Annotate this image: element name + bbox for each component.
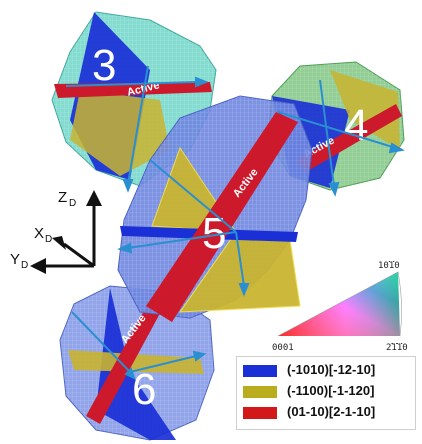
grain-6-blue-plane bbox=[96, 288, 176, 440]
legend-item: (01-10)[2-1-10] bbox=[243, 403, 413, 423]
ipf-label-1010: 1010 bbox=[378, 261, 400, 271]
grain-6: 6 Active bbox=[59, 285, 215, 441]
legend-label: (-1100)[-1-120] bbox=[287, 383, 375, 398]
legend-label: (-1010)[-12-10] bbox=[287, 362, 376, 377]
legend-swatch-yellow bbox=[243, 386, 277, 398]
legend-label: (01-10)[2-1-10] bbox=[287, 404, 376, 419]
grain-6-yellow-plane bbox=[68, 350, 204, 374]
y-axis-arrowhead bbox=[30, 258, 46, 274]
grain-5-red-plane bbox=[146, 112, 298, 322]
grain-4-red-plane bbox=[296, 104, 402, 172]
slip-system-legend: (-1010)[-12-10] (-1100)[-1-120] (01-10)[… bbox=[236, 356, 416, 430]
legend-swatch-blue bbox=[243, 365, 277, 377]
x-axis-label: X bbox=[34, 225, 44, 242]
ipf-color-key: 0001 1010 2110 bbox=[272, 261, 408, 353]
x-axis-arrowhead bbox=[52, 236, 66, 250]
legend-item: (-1100)[-1-120] bbox=[243, 382, 413, 402]
x-axis-subscript: D bbox=[45, 234, 52, 245]
specimen-axes: Z D X D Y D bbox=[10, 189, 102, 274]
legend-item: (-1010)[-12-10] bbox=[243, 361, 413, 381]
y-axis-label: Y bbox=[10, 251, 20, 268]
grain-4-yellow-plane bbox=[330, 70, 400, 150]
ipf-label-2110: 2110 bbox=[386, 343, 408, 353]
ipf-label-0001: 0001 bbox=[272, 343, 294, 353]
slip-direction-arrows bbox=[65, 65, 405, 380]
z-axis-label: Z bbox=[58, 189, 67, 206]
grain-4-label: 4 bbox=[344, 101, 368, 150]
grain-3-yellow-plane bbox=[70, 90, 170, 176]
y-axis-subscript: D bbox=[21, 260, 28, 271]
z-axis-subscript: D bbox=[69, 198, 76, 209]
x-axis bbox=[63, 242, 95, 268]
grain-6-red-plane bbox=[86, 300, 164, 424]
grain-6-label: 6 bbox=[132, 365, 156, 414]
legend-swatch-red bbox=[243, 407, 277, 419]
grain-5: 5 Active bbox=[117, 95, 313, 322]
grain-3-label: 3 bbox=[92, 41, 116, 90]
z-axis-arrowhead bbox=[86, 190, 102, 206]
